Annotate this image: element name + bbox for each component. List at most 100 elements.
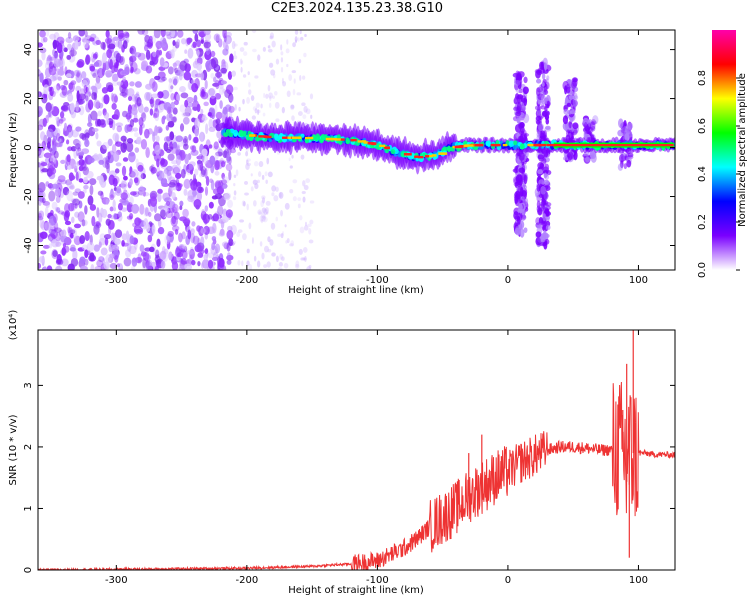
noise-blob <box>77 247 85 252</box>
noise-blob <box>302 180 306 187</box>
noise-blob <box>200 35 205 44</box>
streak-blob <box>537 123 545 132</box>
noise-blob <box>281 77 284 84</box>
noise-blob <box>110 92 114 102</box>
noise-blob <box>184 49 188 54</box>
noise-blob <box>43 265 48 270</box>
noise-blob <box>78 159 85 167</box>
noise-blob <box>129 166 133 174</box>
noise-blob <box>175 154 182 166</box>
noise-blob <box>158 128 162 133</box>
noise-blob <box>155 135 160 143</box>
ridge-dash <box>304 136 314 140</box>
noise-blob <box>171 116 177 123</box>
noise-blob <box>172 62 177 67</box>
noise-blob <box>78 30 86 37</box>
noise-blob <box>66 127 74 138</box>
noise-blob <box>75 142 81 150</box>
noise-blob <box>241 200 246 207</box>
noise-blob <box>41 51 46 61</box>
noise-blob <box>38 256 45 263</box>
noise-blob <box>216 186 224 195</box>
noise-blob <box>107 213 112 219</box>
streak-blob <box>515 88 522 94</box>
ridge-dash <box>458 145 468 148</box>
noise-blob <box>171 215 177 225</box>
noise-blob <box>308 264 312 269</box>
noise-blob <box>259 215 264 222</box>
noise-blob <box>191 221 196 227</box>
noise-blob <box>62 186 70 196</box>
noise-blob <box>40 250 47 255</box>
noise-blob <box>299 215 303 221</box>
noise-blob <box>220 63 227 70</box>
noise-blob <box>85 93 90 104</box>
noise-blob <box>264 245 269 253</box>
noise-blob <box>289 243 294 247</box>
noise-blob <box>48 61 54 70</box>
streak-blob <box>523 174 528 185</box>
streak-blob <box>535 217 541 226</box>
noise-blob <box>176 69 185 77</box>
noise-blob <box>164 197 172 203</box>
noise-blob <box>170 85 174 90</box>
streak-blob <box>545 118 550 125</box>
noise-blob <box>160 260 166 269</box>
noise-blob <box>89 184 94 196</box>
noise-blob <box>89 65 96 72</box>
spectrogram-y-tick-label: 20 <box>23 92 34 105</box>
noise-blob <box>38 162 41 168</box>
noise-blob <box>261 174 265 180</box>
noise-blob <box>175 149 180 156</box>
streak-blob <box>515 132 520 138</box>
noise-blob <box>267 248 272 253</box>
streak-blob <box>623 163 628 170</box>
noise-blob <box>297 203 301 209</box>
noise-blob <box>129 81 135 87</box>
noise-blob <box>48 110 52 118</box>
noise-blob <box>261 197 266 204</box>
noise-blob <box>294 263 300 269</box>
noise-blob <box>52 39 57 50</box>
streak-blob <box>518 197 522 204</box>
noise-blob <box>290 104 295 109</box>
snr-y-tick-label: 3 <box>23 382 34 388</box>
streak-blob <box>518 151 525 161</box>
noise-blob <box>175 172 182 180</box>
noise-blob <box>154 213 162 222</box>
streak-blob <box>627 122 634 130</box>
noise-blob <box>203 225 210 235</box>
noise-blob <box>254 75 259 79</box>
noise-blob <box>137 164 144 172</box>
snr-x-label: Height of straight line (km) <box>288 585 424 596</box>
noise-blob <box>195 39 202 48</box>
noise-blob <box>274 90 278 96</box>
noise-blob <box>129 47 134 54</box>
noise-blob <box>65 73 72 78</box>
noise-blob <box>171 164 179 175</box>
noise-blob <box>117 211 122 218</box>
noise-blob <box>254 108 258 114</box>
noise-blob <box>114 141 123 147</box>
streak-blob <box>589 150 597 160</box>
noise-blob <box>39 219 45 229</box>
noise-blob <box>289 189 294 194</box>
noise-blob <box>221 241 230 248</box>
streak-blob <box>534 105 542 111</box>
noise-blob <box>63 122 68 131</box>
noise-blob <box>167 146 174 151</box>
ridge-dash <box>431 154 437 157</box>
noise-blob <box>145 260 150 269</box>
noise-blob <box>213 33 221 42</box>
noise-blob <box>222 48 229 56</box>
spectrogram-x-ticks: -300 -200 -100 0 100 <box>105 30 648 286</box>
noise-blob <box>237 260 241 266</box>
noise-blob <box>144 34 151 43</box>
noise-blob <box>305 178 311 184</box>
noise-blob <box>267 171 273 178</box>
noise-blob <box>252 48 257 53</box>
streak-blob <box>572 98 578 108</box>
noise-blob <box>210 179 215 191</box>
noise-blob <box>188 163 193 171</box>
noise-blob <box>179 205 183 210</box>
